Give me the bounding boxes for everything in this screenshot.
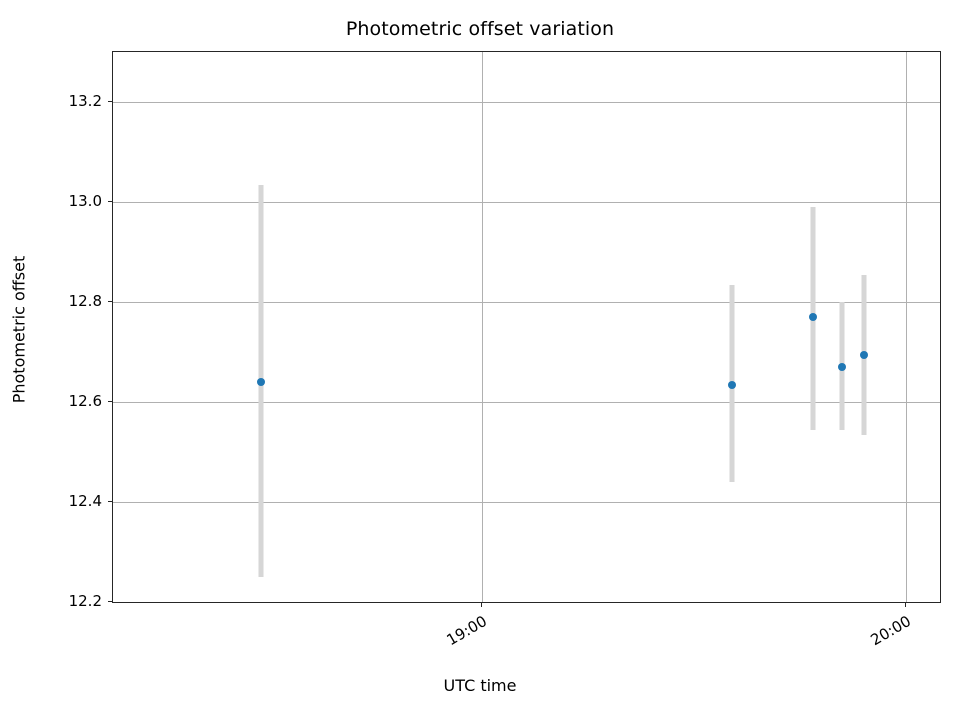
gridline-horizontal bbox=[113, 502, 940, 503]
y-tick-mark bbox=[108, 101, 112, 103]
y-tick-label: 13.2 bbox=[68, 92, 102, 110]
y-tick-label: 12.6 bbox=[68, 392, 102, 410]
y-tick-mark bbox=[108, 301, 112, 303]
y-tick-label: 12.2 bbox=[68, 592, 102, 610]
y-tick-label: 12.4 bbox=[68, 492, 102, 510]
x-tick-label-text: 20:00 bbox=[867, 612, 915, 650]
y-tick-mark bbox=[108, 601, 112, 603]
y-axis-label: Photometric offset bbox=[9, 255, 29, 404]
y-tick-mark bbox=[108, 201, 112, 203]
x-tick-mark bbox=[480, 603, 483, 607]
gridline-horizontal bbox=[113, 102, 940, 103]
y-tick-mark bbox=[108, 501, 112, 503]
gridline-vertical bbox=[906, 52, 908, 602]
plot-area bbox=[112, 51, 941, 603]
gridline-vertical bbox=[481, 52, 483, 602]
x-tick-mark bbox=[905, 603, 907, 607]
y-tick-mark bbox=[108, 401, 112, 403]
x-tick-label: 19:00 bbox=[308, 612, 490, 728]
y-tick-label: 12.8 bbox=[68, 292, 102, 310]
data-point bbox=[728, 380, 737, 389]
data-point bbox=[808, 313, 817, 321]
x-tick-label: 20:00 bbox=[732, 612, 914, 728]
x-axis-label: UTC time bbox=[443, 676, 517, 695]
gridline-horizontal bbox=[113, 402, 940, 403]
chart-title: Photometric offset variation bbox=[345, 18, 615, 40]
data-point bbox=[859, 350, 868, 359]
y-tick-label: 13.0 bbox=[68, 192, 102, 210]
gridline-horizontal bbox=[113, 602, 940, 603]
data-point bbox=[838, 363, 847, 371]
gridline-horizontal bbox=[113, 202, 940, 203]
x-tick-label-text: 19:00 bbox=[443, 612, 490, 650]
gridline-horizontal bbox=[113, 302, 940, 303]
data-point bbox=[257, 378, 266, 386]
